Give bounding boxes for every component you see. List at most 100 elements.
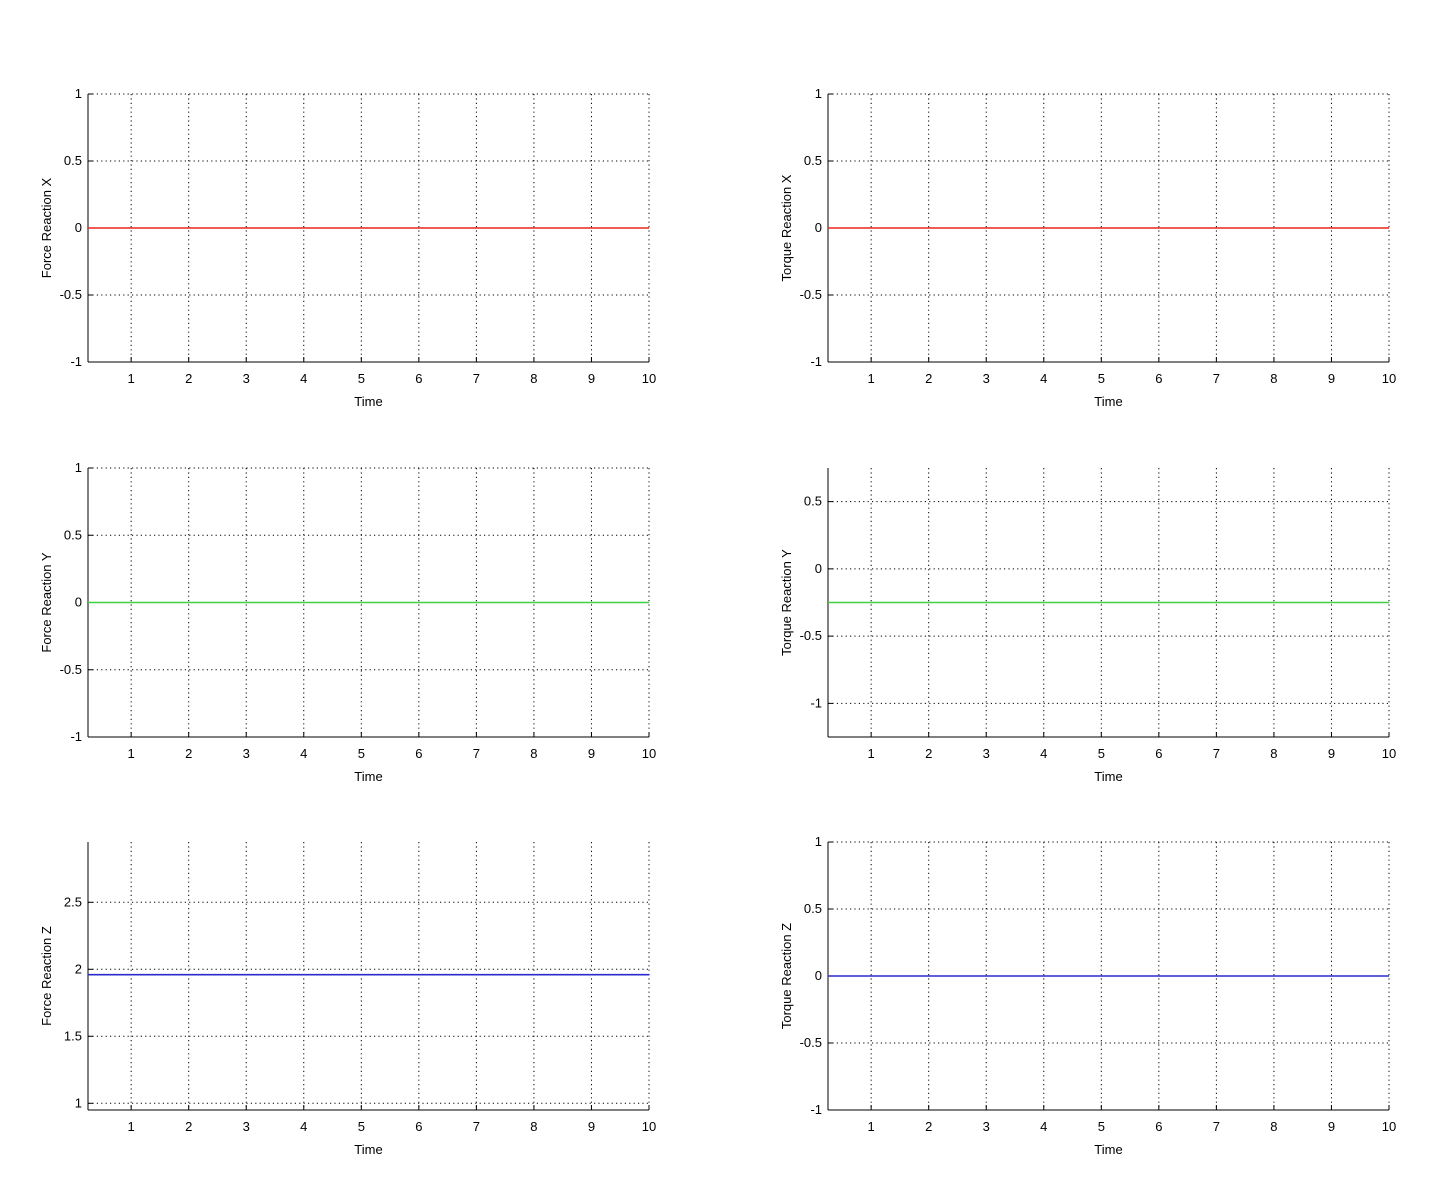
x-tick-label: 1: [868, 371, 875, 386]
x-axis-label: Time: [1094, 1142, 1122, 1157]
x-tick-label: 3: [243, 1119, 250, 1134]
x-tick-label: 7: [1213, 371, 1220, 386]
y-axis-label: Torque Reaction Z: [779, 923, 794, 1029]
y-tick-label: 0.5: [804, 901, 822, 916]
y-tick-label: -1: [810, 354, 822, 369]
x-axis-label: Time: [354, 1142, 382, 1157]
x-tick-label: 6: [1155, 1119, 1162, 1134]
x-tick-label: 7: [1213, 746, 1220, 761]
x-tick-label: 7: [1213, 1119, 1220, 1134]
x-tick-label: 2: [925, 746, 932, 761]
y-axis-label: Force Reaction X: [39, 177, 54, 278]
x-tick-label: 8: [530, 746, 537, 761]
x-axis-label: Time: [1094, 394, 1122, 409]
x-tick-label: 9: [1328, 746, 1335, 761]
y-tick-label: 0.5: [64, 527, 82, 542]
x-tick-label: 5: [1098, 1119, 1105, 1134]
y-tick-label: -0.5: [60, 287, 82, 302]
y-tick-label: 0: [815, 220, 822, 235]
x-tick-label: 6: [1155, 371, 1162, 386]
y-tick-label: 0.5: [64, 153, 82, 168]
y-tick-label: 1: [815, 834, 822, 849]
x-tick-label: 1: [128, 1119, 135, 1134]
x-tick-label: 10: [1382, 746, 1396, 761]
x-tick-label: 4: [1040, 746, 1047, 761]
x-tick-label: 1: [868, 746, 875, 761]
x-tick-label: 7: [473, 371, 480, 386]
x-tick-label: 10: [642, 746, 656, 761]
x-tick-label: 1: [128, 746, 135, 761]
y-tick-label: 0: [75, 595, 82, 610]
x-tick-label: 5: [358, 1119, 365, 1134]
x-tick-label: 3: [983, 746, 990, 761]
subplot-torque-x: 1 2 3 4 5 6 7 8 9 10 -1 -0.5 0 0.5 1 Time Torque Reactio…: [779, 86, 1396, 409]
y-tick-label: -1: [810, 695, 822, 710]
subplot-torque-z: 1 2 3 4 5 6 7 8 9 10 -1 -0.5 0 0.5 1 Time Torque Reactio…: [779, 834, 1396, 1157]
y-tick-label: -0.5: [800, 1035, 822, 1050]
x-tick-label: 7: [473, 1119, 480, 1134]
x-tick-label: 8: [530, 371, 537, 386]
x-tick-label: 6: [415, 1119, 422, 1134]
x-axis-label: Time: [1094, 769, 1122, 784]
y-tick-label: -1: [70, 729, 82, 744]
x-tick-label: 4: [1040, 1119, 1047, 1134]
x-tick-label: 6: [415, 746, 422, 761]
x-tick-label: 2: [925, 371, 932, 386]
y-tick-label: 2.5: [64, 894, 82, 909]
x-tick-label: 7: [473, 746, 480, 761]
x-tick-label: 5: [1098, 371, 1105, 386]
x-tick-label: 10: [642, 371, 656, 386]
y-tick-label: 0: [815, 968, 822, 983]
x-tick-label: 5: [358, 746, 365, 761]
x-tick-label: 6: [1155, 746, 1162, 761]
x-tick-label: 1: [128, 371, 135, 386]
y-tick-label: 1: [815, 86, 822, 101]
x-tick-label: 2: [185, 1119, 192, 1134]
y-tick-label: 0: [75, 220, 82, 235]
x-tick-label: 9: [1328, 1119, 1335, 1134]
x-tick-label: 3: [243, 371, 250, 386]
x-tick-label: 9: [1328, 371, 1335, 386]
subplot-force-z: 1 2 3 4 5 6 7 8 9 10 1 1.5 2 2.5 Time Force Reaction Z: [39, 842, 656, 1157]
y-tick-label: 2: [75, 961, 82, 976]
x-tick-label: 3: [983, 1119, 990, 1134]
y-axis-label: Force Reaction Y: [39, 552, 54, 653]
y-tick-label: -0.5: [800, 287, 822, 302]
subplot-force-x: 1 2 3 4 5 6 7 8 9 10 -1 -0.5 0 0.5 1 Time Force Reaction…: [39, 86, 656, 409]
y-axis-label: Force Reaction Z: [39, 926, 54, 1026]
x-tick-label: 2: [925, 1119, 932, 1134]
subplot-torque-y: 1 2 3 4 5 6 7 8 9 10 -1 -0.5 0 0.5 Time Torque Reaction…: [779, 468, 1396, 784]
y-tick-label: 1: [75, 86, 82, 101]
x-tick-label: 2: [185, 746, 192, 761]
x-tick-label: 2: [185, 371, 192, 386]
y-axis-label: Torque Reaction Y: [779, 549, 794, 656]
y-tick-label: 1: [75, 460, 82, 475]
x-tick-label: 9: [588, 1119, 595, 1134]
x-tick-label: 4: [300, 371, 307, 386]
x-tick-label: 5: [358, 371, 365, 386]
x-tick-label: 8: [1270, 746, 1277, 761]
x-tick-label: 5: [1098, 746, 1105, 761]
x-tick-label: 4: [300, 1119, 307, 1134]
x-tick-label: 4: [1040, 371, 1047, 386]
x-axis-label: Time: [354, 769, 382, 784]
y-tick-label: -0.5: [60, 662, 82, 677]
x-tick-label: 9: [588, 371, 595, 386]
x-tick-label: 1: [868, 1119, 875, 1134]
x-tick-label: 8: [1270, 371, 1277, 386]
y-tick-label: -0.5: [800, 628, 822, 643]
x-tick-label: 6: [415, 371, 422, 386]
x-tick-label: 10: [1382, 1119, 1396, 1134]
y-tick-label: 0.5: [804, 153, 822, 168]
y-tick-label: 0: [815, 561, 822, 576]
x-tick-label: 4: [300, 746, 307, 761]
x-axis-label: Time: [354, 394, 382, 409]
x-tick-label: 8: [1270, 1119, 1277, 1134]
y-axis-label: Torque Reaction X: [779, 174, 794, 281]
y-tick-label: 0.5: [804, 494, 822, 509]
x-tick-label: 10: [642, 1119, 656, 1134]
y-tick-label: 1.5: [64, 1028, 82, 1043]
y-tick-label: 1: [75, 1095, 82, 1110]
x-tick-label: 10: [1382, 371, 1396, 386]
